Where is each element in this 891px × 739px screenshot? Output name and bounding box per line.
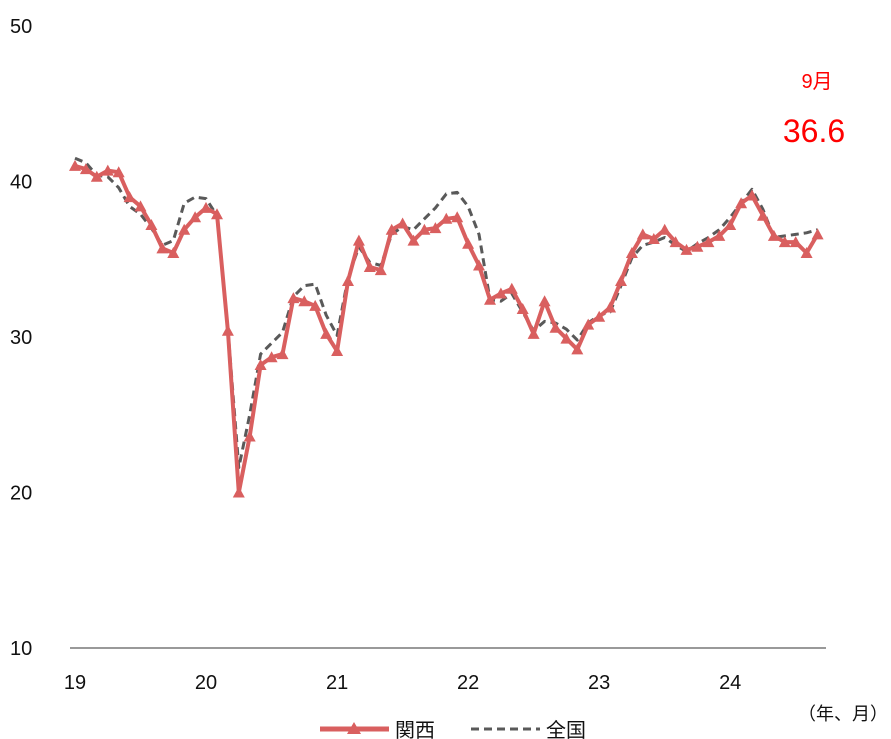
y-tick-label: 30 (10, 327, 32, 349)
kansai-data-point (331, 345, 344, 356)
kansai-data-point (79, 163, 92, 175)
kansai-data-point (724, 219, 737, 230)
kansai-data-point (156, 242, 169, 254)
kansai-data-point (167, 247, 180, 258)
y-tick-label: 50 (10, 16, 32, 38)
kansai-data-point (440, 212, 453, 224)
kansai-data-point (276, 348, 289, 360)
kansai-data-point (101, 164, 114, 176)
series-layer (69, 156, 824, 498)
kansai-data-point (112, 166, 125, 178)
kansai-data-point (484, 293, 496, 305)
kansai-data-point (527, 327, 540, 339)
legend-zenkoku-label: 全国 (546, 718, 586, 739)
kansai-data-point (800, 247, 813, 258)
kansai-data-point (625, 247, 638, 258)
kansai-data-point (451, 211, 464, 223)
y-tick-label: 40 (10, 172, 32, 194)
legend-entry-kansai: 関西 (320, 718, 435, 739)
x-tick-label: 22 (457, 672, 479, 694)
x-tick-label: 24 (719, 672, 741, 694)
kansai-data-point (735, 197, 748, 209)
y-tick-label: 20 (10, 483, 32, 505)
kansai-data-point (243, 430, 256, 442)
kansai-data-point (571, 343, 584, 355)
kansai-data-point (352, 234, 365, 246)
kansai-data-point (658, 223, 671, 235)
kansai-data-point (189, 211, 202, 223)
kansai-data-point (232, 486, 245, 498)
kansai-data-point (757, 209, 769, 221)
y-tick-label: 10 (10, 638, 32, 660)
kansai-data-point (123, 191, 136, 203)
kansai-data-point (516, 303, 529, 314)
kansai-data-point (429, 222, 442, 234)
kansai-data-point (647, 233, 660, 244)
kansai-data-point (494, 287, 507, 299)
kansai-data-point (473, 259, 485, 271)
kansai-data-point (221, 324, 234, 336)
kansai-data-point (265, 351, 278, 363)
x-tick-label: 23 (588, 672, 610, 694)
kansai-data-point (462, 237, 475, 249)
kansai-data-point (560, 332, 573, 344)
y-axis-ticks: 10 20 30 40 50 (10, 16, 32, 660)
kansai-data-point (691, 240, 704, 252)
kansai-data-point (134, 200, 147, 212)
kansai-data-point (604, 301, 617, 313)
annotation-value-label: 36.6 (783, 113, 845, 149)
kansai-data-point (178, 223, 191, 235)
legend: 関西 全国 (320, 718, 586, 739)
kansai-data-point (200, 201, 212, 213)
legend-kansai-marker (347, 722, 361, 734)
series-zenkoku-line (74, 156, 819, 470)
x-tick-label: 19 (64, 672, 86, 694)
kansai-data-point (374, 264, 387, 276)
series-kansai (69, 159, 824, 498)
kansai-data-point (505, 282, 518, 294)
kansai-data-point (298, 295, 311, 307)
kansai-data-point (363, 261, 376, 272)
kansai-data-point (767, 229, 780, 241)
kansai-data-point (90, 170, 103, 182)
kansai-data-point (211, 208, 223, 220)
legend-kansai-label: 関西 (395, 718, 435, 739)
kansai-data-point (287, 292, 300, 304)
kansai-data-point (385, 223, 398, 235)
kansai-data-point (669, 236, 682, 248)
kansai-data-point (396, 217, 409, 229)
x-tick-label: 21 (326, 672, 348, 694)
kansai-data-point (69, 159, 81, 171)
kansai-data-point (593, 310, 606, 322)
kansai-data-point (680, 243, 693, 255)
kansai-data-point (254, 359, 267, 370)
annotation-month-label: 9月 (801, 71, 832, 93)
x-axis-unit-label: （年、月） (798, 704, 888, 725)
x-axis-ticks: 19 20 21 22 23 24 (64, 672, 741, 694)
kansai-data-point (789, 236, 802, 248)
kansai-data-point (636, 228, 649, 240)
kansai-data-point (538, 295, 551, 307)
kansai-data-point (582, 318, 595, 330)
kansai-data-point (746, 189, 758, 201)
x-tick-label: 20 (195, 672, 217, 694)
kansai-data-point (811, 228, 824, 240)
kansai-data-point (407, 234, 420, 246)
kansai-data-point (418, 223, 431, 235)
kansai-data-point (145, 219, 158, 230)
kansai-data-point (702, 236, 715, 248)
kansai-data-point (320, 327, 333, 339)
legend-entry-zenkoku: 全国 (471, 718, 586, 739)
kansai-data-point (342, 275, 354, 286)
series-zenkoku (74, 156, 819, 470)
kansai-data-point (615, 275, 627, 286)
kansai-data-point (713, 229, 726, 241)
kansai-data-point (778, 236, 791, 248)
kansai-data-point (549, 321, 562, 333)
kansai-data-point (309, 299, 322, 311)
